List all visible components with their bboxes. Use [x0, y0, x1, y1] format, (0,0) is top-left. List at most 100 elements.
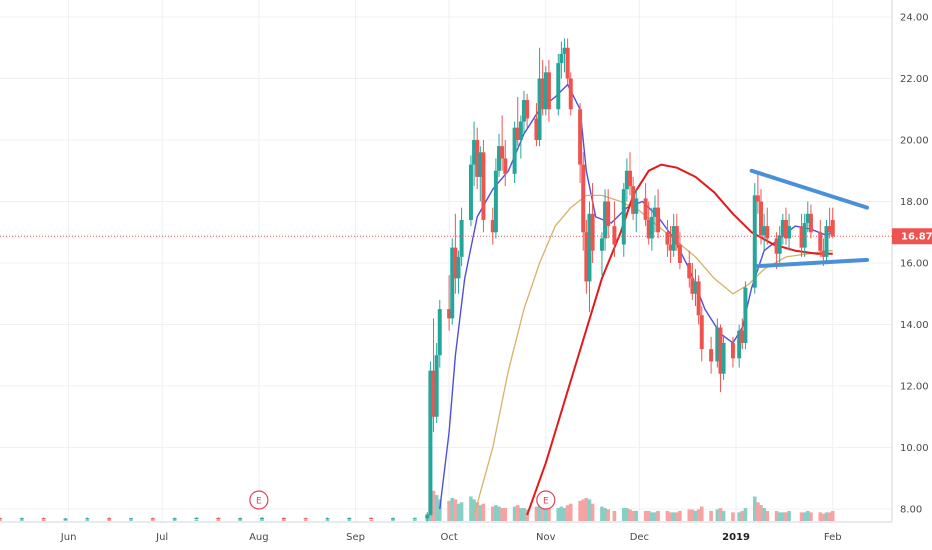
x-tick-label: Jul: [155, 532, 168, 543]
volume-bar: [490, 506, 495, 521]
volume-bar: [20, 519, 24, 521]
candle-body: [740, 330, 745, 343]
candle-body: [646, 219, 651, 239]
candle-body: [762, 226, 767, 236]
y-tick-label: 8.00: [900, 505, 922, 516]
candle-body: [668, 244, 673, 251]
candle-body: [490, 219, 495, 233]
candle-body: [534, 118, 539, 140]
candle-body: [718, 327, 723, 374]
volume-bar: [718, 508, 723, 521]
candle-body: [456, 256, 461, 279]
current-price-label: 16.87: [901, 232, 932, 243]
candle-body: [63, 518, 68, 520]
candle-body: [478, 152, 483, 177]
candle-body: [628, 170, 633, 187]
candle-body: [493, 170, 498, 233]
candle-body: [512, 127, 517, 174]
candle-body: [390, 518, 395, 520]
volume-bar: [556, 508, 561, 521]
y-tick-label: 22.00: [900, 74, 929, 85]
volume-bar: [475, 502, 479, 521]
volume-bar: [827, 512, 832, 521]
volume-bar: [756, 502, 760, 521]
x-tick-label: Aug: [249, 532, 269, 543]
volume-bar: [559, 506, 564, 521]
volume-bar: [85, 519, 90, 521]
candle-body: [652, 207, 657, 217]
volume-bar: [481, 503, 486, 521]
volume-bar: [469, 496, 473, 521]
candle-body: [150, 518, 155, 520]
volume-bar: [656, 510, 660, 521]
volume-bar: [347, 518, 352, 521]
current-price-badge: [892, 228, 932, 245]
volume-bar: [431, 490, 436, 521]
candle-body: [621, 189, 626, 245]
candle-body: [799, 226, 804, 248]
x-tick-label: Jun: [60, 532, 77, 543]
volume-bars: [0, 486, 835, 521]
volume-bar: [107, 518, 111, 521]
candle-body: [674, 226, 679, 245]
candle-body: [671, 226, 676, 251]
candle-body: [475, 140, 480, 177]
candle-body: [562, 47, 567, 54]
volume-bar: [547, 508, 551, 521]
volume-bar: [693, 510, 698, 521]
volume-bar: [802, 512, 807, 521]
candles: [0, 38, 835, 522]
volume-bar: [587, 499, 592, 521]
volume-bar: [260, 518, 264, 521]
candle-body: [783, 219, 788, 239]
candle-body: [412, 518, 417, 520]
volume-bar: [413, 519, 417, 521]
candle-body: [590, 213, 595, 251]
candle-body: [216, 517, 221, 519]
candle-body: [347, 517, 352, 519]
volume-bar: [674, 512, 679, 521]
volume-bar: [709, 510, 713, 521]
volume-bar: [634, 510, 639, 521]
volume-bar: [540, 505, 545, 521]
y-tick-label: 20.00: [900, 136, 929, 147]
candle-body: [656, 207, 661, 233]
volume-bar: [699, 506, 704, 521]
volume-bar: [612, 510, 617, 521]
candle-body: [41, 518, 46, 520]
volume-bar: [653, 512, 657, 521]
grid: [0, 0, 892, 522]
candle-body: [821, 250, 826, 257]
candle-body: [780, 219, 785, 236]
volume-bar: [369, 519, 373, 521]
volume-bar: [762, 508, 766, 521]
candle-body: [587, 213, 592, 282]
candle-body: [649, 216, 654, 239]
candle-body: [805, 213, 810, 224]
ma-line-slow: [526, 163, 833, 516]
current-price: 16.87: [0, 228, 932, 245]
candle-body: [730, 342, 735, 359]
y-tick-label: 14.00: [900, 320, 929, 331]
volume-bar: [603, 508, 607, 521]
earnings-event-label: E: [543, 497, 549, 507]
candle-body: [765, 226, 770, 239]
candle-body: [578, 109, 583, 165]
volume-bar: [578, 500, 582, 521]
candle-body: [665, 232, 670, 245]
x-tick-label: Dec: [630, 532, 649, 543]
volume-bar: [643, 510, 648, 521]
volume-bar: [497, 506, 501, 521]
candle-body: [755, 195, 760, 202]
volume-bar: [565, 505, 570, 521]
candle-body: [518, 121, 523, 140]
volume-bar: [581, 499, 586, 521]
volume-bar: [437, 499, 442, 521]
candle-body: [428, 370, 433, 516]
candle-body: [128, 518, 133, 520]
candle-body: [787, 226, 792, 239]
candle-body: [752, 195, 757, 288]
trendline: [749, 168, 870, 210]
candle-body: [565, 47, 570, 79]
